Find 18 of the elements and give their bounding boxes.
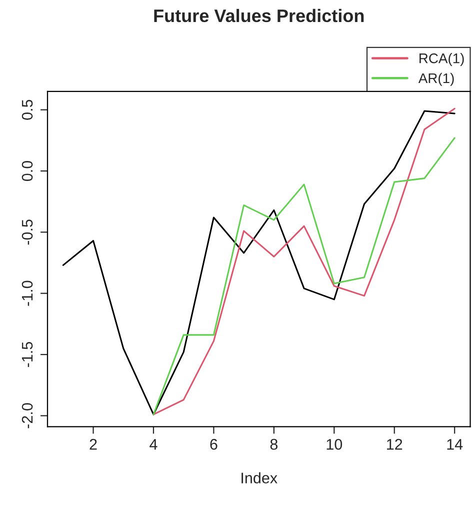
x-tick-label: 6 [210, 438, 218, 450]
line-series [62, 110, 456, 416]
y-tick-label: 0.0 [22, 160, 33, 181]
y-tick-label: -0.5 [22, 220, 33, 245]
y-tick-label: -1.0 [22, 280, 33, 306]
y-tick-label: 0.5 [22, 100, 33, 120]
legend-label: RCA(1) [420, 53, 464, 66]
y-tick-label: -1.5 [22, 342, 33, 368]
x-tick-label: 8 [270, 438, 278, 450]
chart-title: Future Values Prediction [154, 8, 364, 22]
y-tick-label: -2.0 [22, 403, 33, 428]
x-tick-label: 4 [150, 439, 158, 450]
x-tick-label: 12 [387, 438, 402, 450]
x-tick-label: 14 [447, 439, 463, 450]
x-tick-label: 10 [326, 438, 342, 450]
legend-label: AR(1) [418, 72, 454, 86]
x-axis-title: Index [242, 472, 278, 484]
x-tick-label: 2 [90, 438, 97, 450]
